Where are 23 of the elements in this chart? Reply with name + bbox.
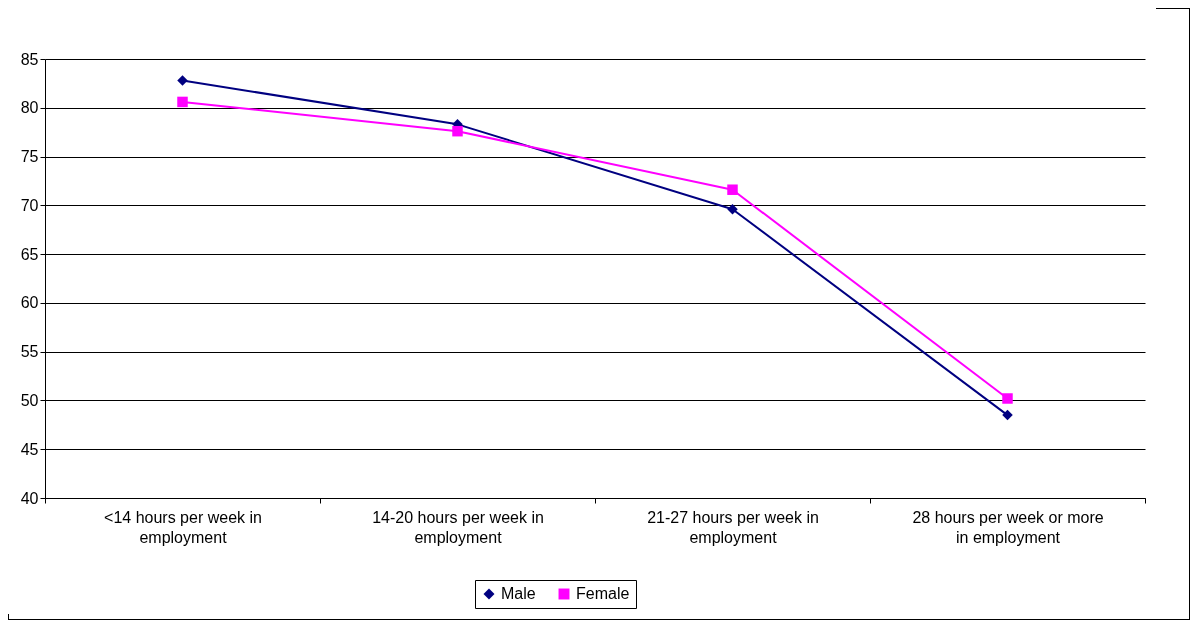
y-tick-label: 60 <box>20 294 39 312</box>
y-tick-label: 40 <box>20 489 39 507</box>
y-tick-label: 80 <box>20 99 39 117</box>
y-tick-label: 65 <box>20 245 39 263</box>
y-tick-label: 50 <box>20 391 39 409</box>
y-tick-label: 45 <box>20 440 39 458</box>
point <box>452 125 463 137</box>
point <box>177 75 188 86</box>
point <box>1002 393 1013 404</box>
point <box>177 96 188 108</box>
y-tick-label: 70 <box>20 196 39 214</box>
point <box>727 184 738 195</box>
point <box>1002 409 1013 421</box>
legend-label: Female <box>576 585 630 602</box>
x-tick-label: <14 hours per week in employment <box>104 508 262 546</box>
x-tick-label: 28 hours per week or more in employment <box>912 508 1104 546</box>
point <box>727 203 738 215</box>
x-tick-label: 14-20 hours per week in employment <box>372 508 544 546</box>
y-tick-label: 55 <box>20 343 39 361</box>
x-tick-label: 21-27 hours per week in employment <box>647 508 819 546</box>
y-tick-label: 75 <box>20 148 39 166</box>
legend-label: Male <box>501 585 536 602</box>
y-tick-label: 85 <box>20 50 39 68</box>
